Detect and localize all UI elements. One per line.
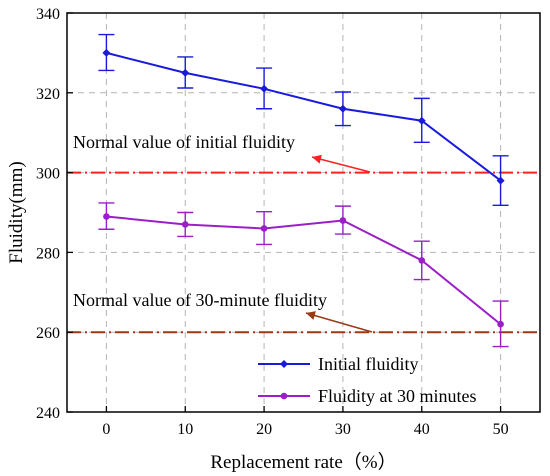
annotation-initial-normal: Normal value of initial fluidity	[73, 132, 295, 152]
x-tick-label-30: 30	[335, 421, 351, 438]
data-point	[497, 320, 504, 328]
series-2	[98, 202, 509, 348]
reference-lines	[67, 171, 540, 334]
annotation-arrow-30min-head	[306, 311, 316, 320]
data-point	[260, 84, 269, 93]
annotation-arrow-initial-shaft	[311, 156, 371, 173]
annotation-arrow-initial	[311, 154, 371, 173]
data-point	[102, 48, 111, 57]
data-point	[338, 104, 347, 113]
legend-label-2: Fluidity at 30 minutes	[318, 386, 477, 406]
x-tick-label-10: 10	[177, 421, 193, 438]
y-tick-label-280: 280	[36, 245, 60, 262]
x-tick-label-40: 40	[414, 421, 430, 438]
x-tick-label-50: 50	[493, 421, 509, 438]
data-point	[496, 176, 505, 185]
annotation-arrow-initial-head	[312, 154, 322, 164]
y-tick-label-320: 320	[36, 86, 60, 103]
data-series	[98, 33, 509, 348]
data-point	[417, 116, 426, 125]
y-tick-label-340: 340	[36, 6, 60, 23]
data-point	[339, 217, 347, 224]
series-line-1	[106, 51, 502, 182]
x-axis-title: Replacement rate（%）	[210, 451, 396, 473]
annotation-arrow-30min	[305, 311, 373, 333]
data-point	[418, 257, 426, 264]
y-axis-title: Fluidity(mm)	[6, 161, 27, 263]
legend-label-1: Initial fluidity	[318, 354, 419, 374]
data-point	[181, 68, 190, 77]
annotations: Normal value of initial fluidity Normal v…	[73, 132, 373, 333]
plot-frame	[66, 12, 541, 413]
series-1	[98, 33, 509, 207]
legend-marker-1	[280, 360, 288, 368]
legend-marker-2	[280, 392, 288, 400]
data-point	[260, 225, 268, 232]
y-tick-label-260: 260	[36, 325, 60, 342]
annotation-30min-normal: Normal value of 30-minute fluidity	[73, 290, 327, 310]
series-line-2	[106, 215, 502, 325]
x-tick-label-20: 20	[256, 421, 272, 438]
y-tick-label-300: 300	[36, 166, 60, 183]
y-tick-label-240: 240	[36, 405, 60, 422]
legend: Initial fluidity Fluidity at 30 minutes	[258, 354, 477, 406]
grid-lines	[67, 12, 540, 413]
data-point	[103, 213, 110, 220]
annotation-arrow-30min-shaft	[305, 312, 373, 333]
data-point	[181, 221, 189, 228]
axis-ticks: 0 10 20 30 40 50 240 260 280 300 320 340	[36, 6, 509, 438]
x-tick-label-0: 0	[102, 421, 110, 438]
